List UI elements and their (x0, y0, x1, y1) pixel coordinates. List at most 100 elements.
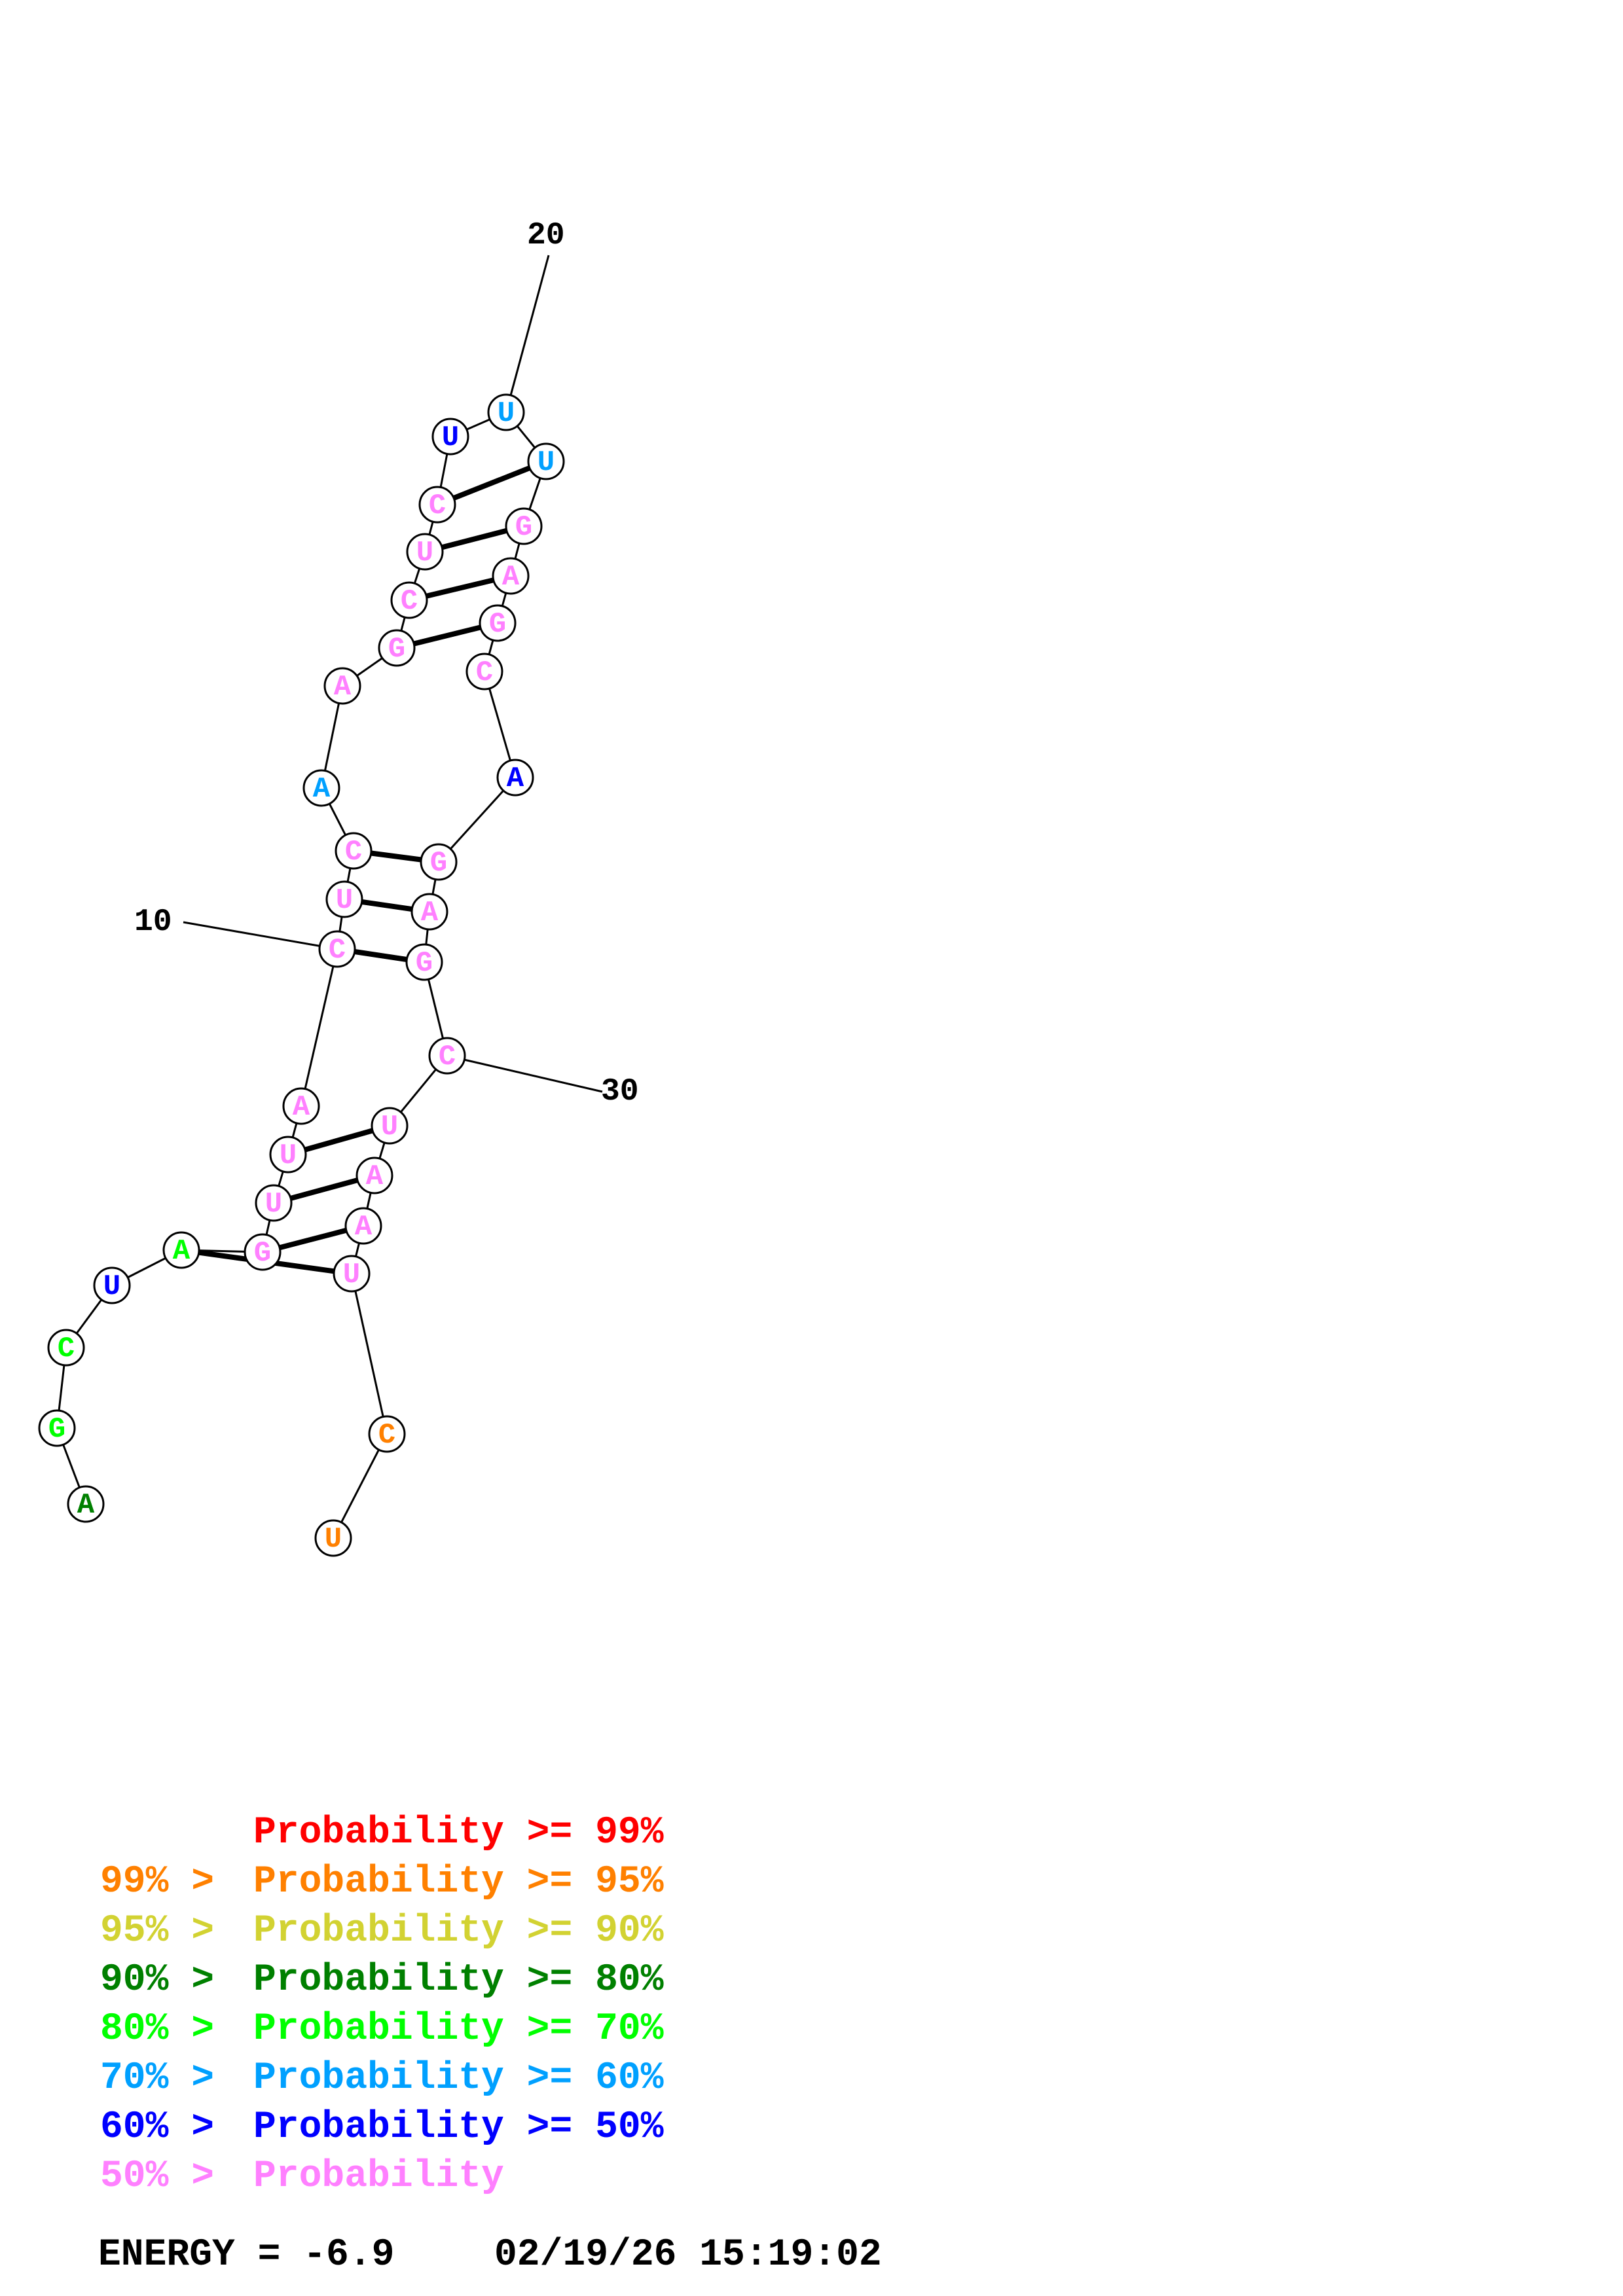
nucleotide: C (465, 653, 503, 691)
backbone-segment (346, 868, 352, 882)
nucleotide: U (269, 1136, 307, 1174)
legend-label: Probability >= 80% (253, 1959, 664, 2001)
base-pair-bonds (198, 465, 531, 1274)
backbone-segment (399, 1068, 437, 1113)
nucleotide-circle (492, 557, 530, 595)
nucleotide-circle (318, 930, 356, 968)
nucleotide-circle (420, 843, 458, 881)
nucleotide: G (405, 943, 443, 981)
nucleotide-circle (405, 943, 443, 981)
nucleotide-letter: A (502, 561, 520, 594)
nucleotide-letter: A (173, 1235, 191, 1268)
backbone-lines (58, 418, 541, 1523)
base-pair-bond (413, 624, 481, 647)
nucleotide-circle (162, 1231, 200, 1269)
nucleotide-circle (371, 1107, 409, 1145)
position-labels: 10 20 30 (134, 218, 639, 1109)
nucleotide: U (255, 1184, 293, 1222)
legend-line: 90% > Probability >= 80% (100, 1959, 664, 2001)
nucleotide: U (325, 880, 363, 918)
nucleotide-circle (244, 1233, 282, 1271)
backbone-segment (400, 617, 406, 632)
nucleotide-letter: U (280, 1139, 297, 1172)
backbone-segment (328, 803, 347, 836)
nucleotide-letter: U (381, 1111, 398, 1143)
nucleotide-circle (496, 759, 534, 797)
backbone-segment (366, 1193, 372, 1209)
nucleotide: U (333, 1255, 371, 1293)
timestamp-text: 02/19/26 15:19:02 (494, 2234, 882, 2276)
nucleotide: C (390, 581, 428, 619)
legend-line: 60% > Probability >= 50% (100, 2106, 664, 2149)
backbone-segment (58, 1365, 65, 1411)
nucleotide-letter: C (345, 836, 362, 869)
nucleotide-letter: U (325, 1523, 342, 1556)
position-label-leader (464, 1058, 603, 1093)
nucleotide-letter: U (343, 1259, 360, 1291)
nucleotide-letter: A (334, 671, 352, 704)
nucleotide: U (527, 442, 565, 480)
legend-prefix: 80% > (100, 2008, 237, 2051)
nucleotide-letter: U (103, 1270, 120, 1303)
nucleotide: A (302, 769, 340, 807)
legend-line: 50% > Probability (100, 2155, 504, 2198)
nucleotide-circle (333, 1255, 371, 1293)
nucleotide-circle (406, 533, 444, 571)
nucleotide: C (428, 1037, 466, 1075)
legend-line: 70% > Probability >= 60% (100, 2057, 664, 2100)
nucleotide-letter: U (265, 1188, 282, 1221)
nucleotide: U (431, 418, 469, 456)
nucleotide-letter: A (77, 1489, 95, 1522)
legend-label: Probability >= 99% (253, 1812, 664, 1854)
nucleotide-circle (255, 1184, 293, 1222)
nucleotide: U (406, 533, 444, 571)
nucleotide-circle (431, 418, 469, 456)
position-label: 30 (601, 1074, 639, 1109)
legend-label: Probability >= 95% (253, 1861, 664, 1903)
nucleotide-letter: G (430, 847, 447, 880)
nucleotide-letter: U (538, 446, 555, 479)
nucleotide-letter: C (439, 1041, 456, 1073)
backbone-segment (425, 929, 429, 945)
footer: ENERGY = -6.9 02/19/26 15:19:02 (98, 2234, 882, 2276)
nucleotide-letter: C (58, 1333, 75, 1365)
backbone-segment (428, 521, 434, 535)
nucleotide-circle (47, 1329, 85, 1367)
nucleotide-letter: U (336, 884, 353, 917)
nucleotide-circle (390, 581, 428, 619)
nucleotide-letter: A (507, 762, 524, 795)
nucleotide-circle (410, 893, 448, 931)
nucleotide-circle (269, 1136, 307, 1174)
nucleotide: G (378, 629, 416, 667)
nucleotide-circle (323, 667, 361, 705)
backbone-segment (340, 1449, 380, 1523)
nucleotide-letter: U (442, 422, 459, 454)
nucleotide: A (356, 1157, 393, 1194)
legend-label: Probability >= 60% (253, 2057, 664, 2100)
base-pair-bond (279, 1227, 347, 1251)
backbone-segment (413, 568, 421, 584)
nucleotide: G (505, 507, 543, 545)
nucleotide-circle (505, 507, 543, 545)
base-pair-bond (304, 1128, 374, 1153)
nucleotide-circle (335, 832, 373, 870)
nucleotide: G (479, 604, 517, 642)
nucleotide: G (38, 1409, 76, 1447)
nucleotide: A (282, 1087, 320, 1125)
nucleotide-circle (325, 880, 363, 918)
nucleotide-letter: U (498, 397, 515, 430)
legend-label: Probability >= 50% (253, 2106, 664, 2149)
base-pair-bond (361, 899, 412, 912)
backbone-segment (291, 1122, 298, 1138)
nucleotide: C (47, 1329, 85, 1367)
nucleotide-letter: A (313, 773, 331, 806)
backbone-segment (501, 592, 507, 607)
backbone-segment (356, 657, 383, 677)
nucleotide-letter: C (429, 490, 446, 522)
backbone-segment (514, 543, 520, 560)
backbone-segment (304, 965, 335, 1090)
nucleotide-letter: A (355, 1211, 373, 1244)
backbone-segment (323, 703, 340, 771)
position-label: 20 (527, 218, 565, 253)
nucleotide-circle (465, 653, 503, 691)
